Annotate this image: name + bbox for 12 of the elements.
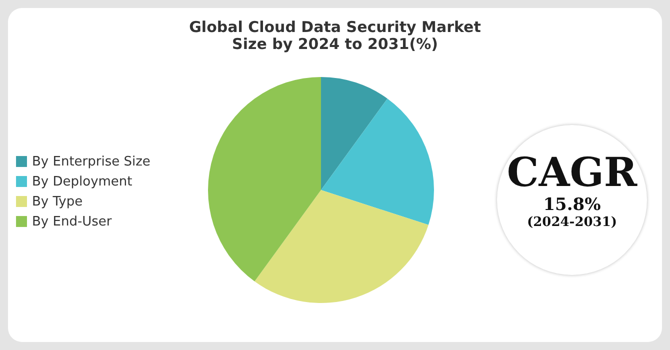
pie-slice: [208, 77, 321, 282]
pie-slice: [321, 98, 434, 225]
pie-slice: [321, 77, 388, 190]
text: (2024-2031): [526, 214, 618, 230]
legend-label: By Enterprise Size: [32, 154, 150, 170]
chart-title: Global Cloud Data Security Market Size by 2024 to 2031(%): [189, 18, 481, 53]
text: CAGR: [506, 149, 638, 196]
text: 15.8%: [542, 195, 602, 216]
legend-label: By Deployment: [32, 174, 132, 190]
legend-label: By Type: [32, 194, 83, 210]
pie-slice: [254, 190, 428, 303]
legend-label: By End-User: [32, 214, 112, 230]
